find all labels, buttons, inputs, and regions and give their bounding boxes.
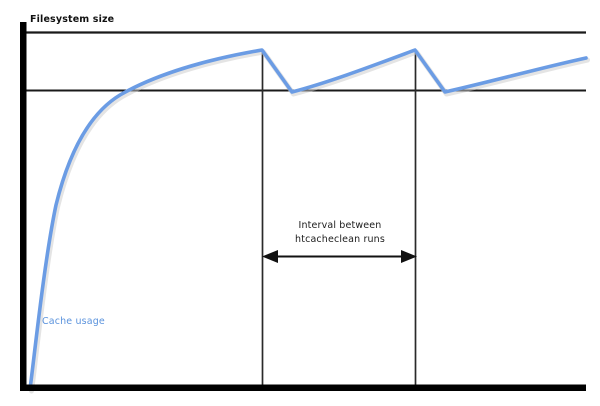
interval-annotation-label: Interval between htcacheclean runs — [262, 219, 418, 246]
x-axis — [20, 384, 586, 391]
interval-annotation-line-2: htcacheclean runs — [295, 233, 385, 245]
interval-arrow-head-left — [262, 250, 278, 263]
interval-arrow — [262, 250, 417, 263]
y-axis — [20, 22, 27, 391]
interval-arrow-head-right — [401, 250, 417, 263]
interval-annotation-line-1: Interval between — [298, 220, 382, 231]
cache-usage-curve — [28, 48, 588, 391]
filesystem-size-label: Filesystem size — [30, 14, 115, 25]
cache-usage-label: Cache usage — [42, 316, 105, 327]
